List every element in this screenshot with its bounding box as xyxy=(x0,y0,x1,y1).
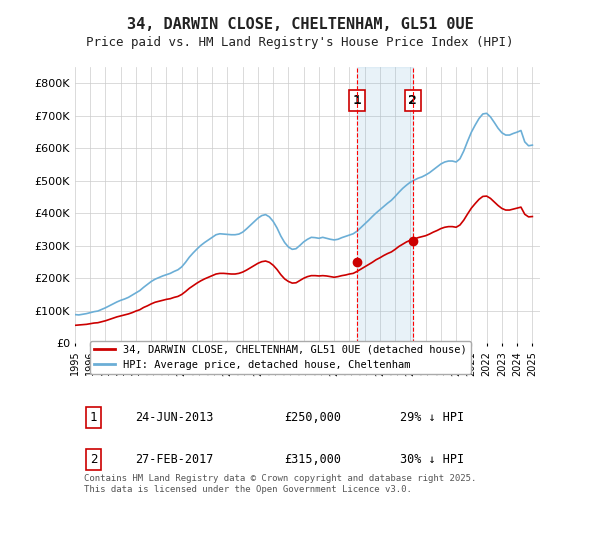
Bar xyxy=(357,67,413,343)
Text: Contains HM Land Registry data © Crown copyright and database right 2025.
This d: Contains HM Land Registry data © Crown c… xyxy=(84,474,476,494)
Text: 27-FEB-2017: 27-FEB-2017 xyxy=(136,453,214,466)
Text: £315,000: £315,000 xyxy=(284,453,341,466)
Text: 34, DARWIN CLOSE, CHELTENHAM, GL51 0UE: 34, DARWIN CLOSE, CHELTENHAM, GL51 0UE xyxy=(127,17,473,32)
Text: 1: 1 xyxy=(90,411,97,424)
Text: 30% ↓ HPI: 30% ↓ HPI xyxy=(401,453,464,466)
Text: 29% ↓ HPI: 29% ↓ HPI xyxy=(401,411,464,424)
Text: £250,000: £250,000 xyxy=(284,411,341,424)
Text: 24-JUN-2013: 24-JUN-2013 xyxy=(136,411,214,424)
Text: Price paid vs. HM Land Registry's House Price Index (HPI): Price paid vs. HM Land Registry's House … xyxy=(86,36,514,49)
Text: 1: 1 xyxy=(353,94,361,107)
Legend: 34, DARWIN CLOSE, CHELTENHAM, GL51 0UE (detached house), HPI: Average price, det: 34, DARWIN CLOSE, CHELTENHAM, GL51 0UE (… xyxy=(89,340,471,374)
Text: 2: 2 xyxy=(90,453,97,466)
Text: 2: 2 xyxy=(409,94,417,107)
